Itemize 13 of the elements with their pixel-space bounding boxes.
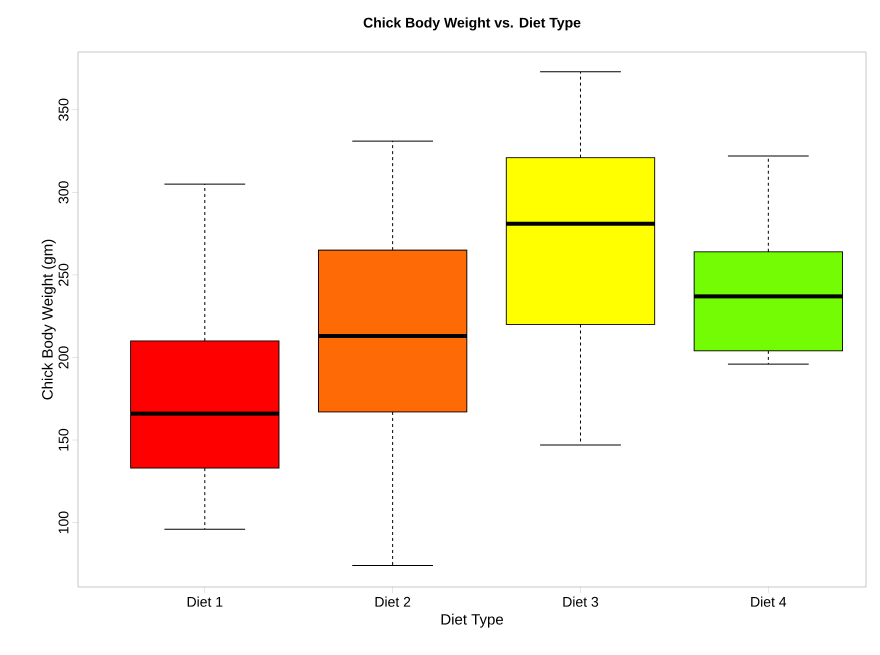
chart-title: Chick Body Weight vs. Diet Type (364, 17, 580, 30)
x-tick-label: Diet 2 (376, 596, 410, 607)
y-tick-label: 100 (58, 511, 68, 534)
y-tick-label: 250 (58, 264, 68, 286)
y-tick-label: 200 (58, 346, 68, 368)
y-tick-label: 150 (58, 428, 68, 451)
y-tick-label: 350 (58, 98, 68, 121)
x-tick-label: Diet 4 (751, 596, 786, 607)
y-tick-label: 300 (58, 181, 68, 204)
y-axis-title: Chick Body Weight (gm) (42, 240, 56, 400)
x-axis-title: Diet Type (442, 614, 504, 628)
x-tick-label: Diet 3 (563, 596, 598, 607)
x-tick-label: Diet 1 (188, 596, 222, 607)
